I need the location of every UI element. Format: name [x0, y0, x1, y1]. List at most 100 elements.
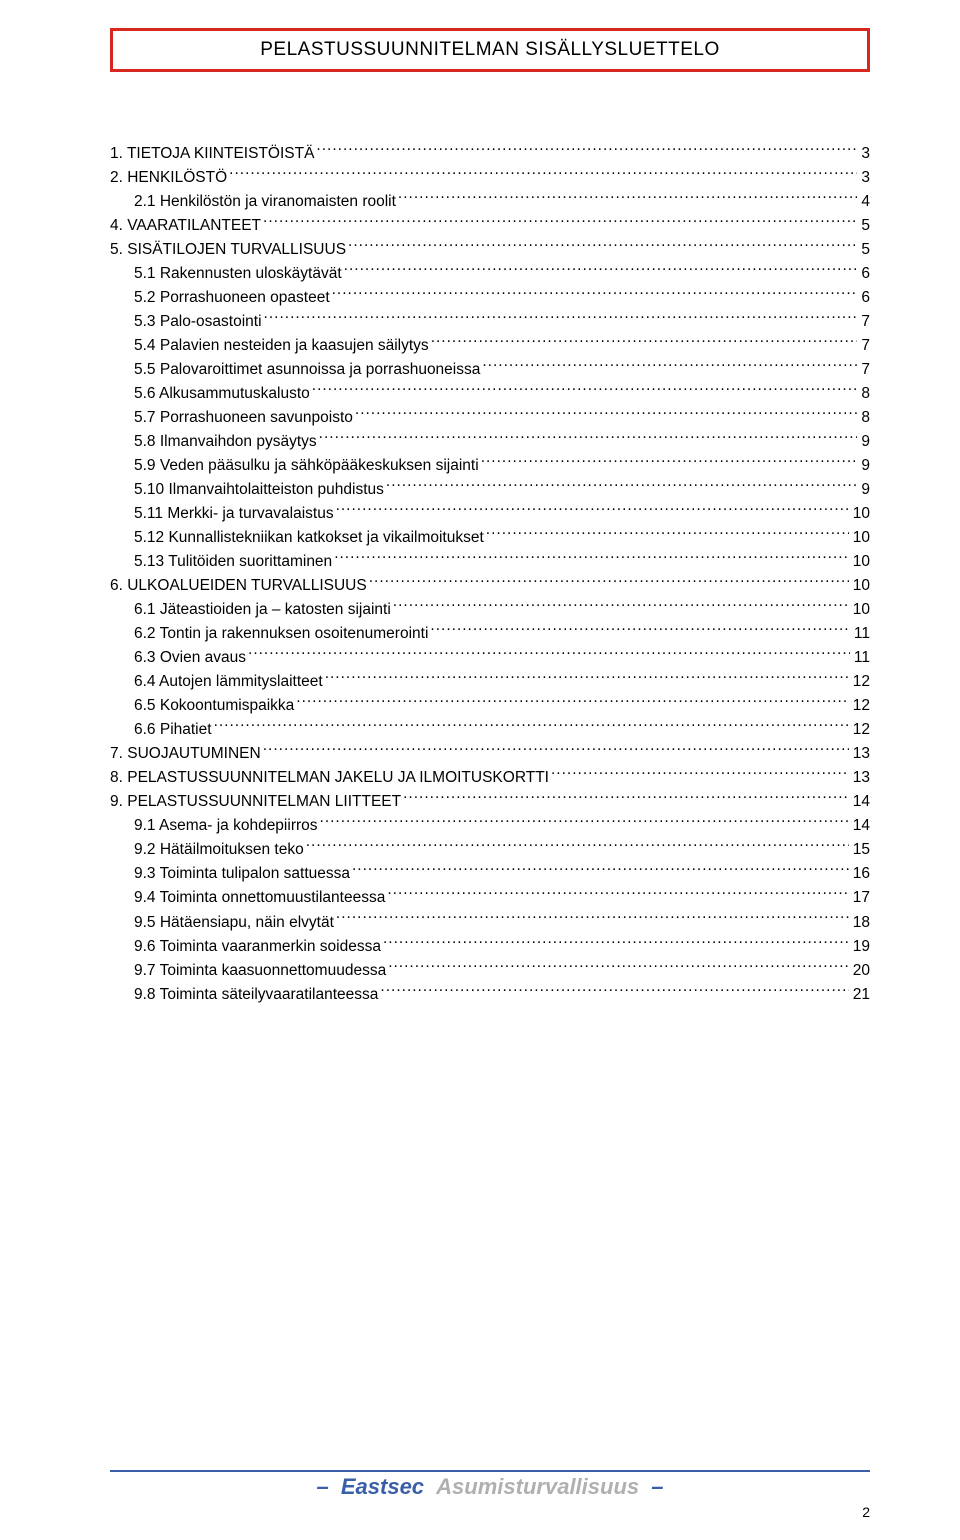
toc-page-number: 9 — [859, 430, 870, 454]
toc-row: 5.12 Kunnallistekniikan katkokset ja vik… — [110, 526, 870, 550]
toc-row: 9.3 Toiminta tulipalon sattuessa 16 — [110, 862, 870, 886]
toc-page-number: 13 — [851, 742, 870, 766]
document-page: PELASTUSSUUNNITELMAN SISÄLLYSLUETTELO 1.… — [0, 0, 960, 1540]
toc-page-number: 11 — [852, 622, 870, 646]
toc-label: 9.6 Toiminta vaaranmerkin soidessa — [134, 935, 381, 959]
toc-row: 5.13 Tulitöiden suorittaminen 10 — [110, 550, 870, 574]
toc-label: 5.4 Palavien nesteiden ja kaasujen säily… — [134, 334, 429, 358]
toc-label: 5.2 Porrashuoneen opasteet — [134, 286, 330, 310]
title-box: PELASTUSSUUNNITELMAN SISÄLLYSLUETTELO — [110, 28, 870, 72]
toc-page-number: 10 — [851, 502, 870, 526]
toc-row: 6.6 Pihatiet 12 — [110, 718, 870, 742]
toc-label: 5.13 Tulitöiden suorittaminen — [134, 550, 332, 574]
toc-label: 9.3 Toiminta tulipalon sattuessa — [134, 862, 350, 886]
toc-page-number: 10 — [851, 574, 870, 598]
toc-row: 1. TIETOJA KIINTEISTÖISTÄ 3 — [110, 142, 870, 166]
toc-leader-dots — [387, 887, 848, 903]
toc-row: 6.5 Kokoontumispaikka 12 — [110, 694, 870, 718]
toc-label: 5.3 Palo-osastointi — [134, 310, 262, 334]
toc-page-number: 19 — [851, 935, 870, 959]
toc-row: 6. ULKOALUEIDEN TURVALLISUUS 10 — [110, 574, 870, 598]
toc-label: 2. HENKILÖSTÖ — [110, 166, 227, 190]
toc-leader-dots — [481, 455, 858, 471]
toc-leader-dots — [369, 575, 849, 591]
toc-leader-dots — [332, 287, 858, 303]
toc-page-number: 12 — [851, 718, 870, 742]
brand-name-primary: Eastsec — [341, 1474, 424, 1499]
toc-leader-dots — [352, 863, 849, 879]
toc-page-number: 10 — [851, 550, 870, 574]
toc-label: 6. ULKOALUEIDEN TURVALLISUUS — [110, 574, 367, 598]
toc-page-number: 18 — [851, 911, 870, 935]
toc-leader-dots — [334, 551, 849, 567]
toc-label: 7. SUOJAUTUMINEN — [110, 742, 261, 766]
toc-leader-dots — [482, 359, 857, 375]
toc-row: 5.11 Merkki- ja turvavalaistus 10 — [110, 502, 870, 526]
brand-dash-right: – — [651, 1474, 663, 1499]
toc-page-number: 11 — [852, 646, 870, 670]
toc-leader-dots — [403, 791, 849, 807]
toc-row: 5.3 Palo-osastointi7 — [110, 310, 870, 334]
toc-leader-dots — [248, 647, 850, 663]
toc-row: 9.4 Toiminta onnettomuustilanteessa17 — [110, 886, 870, 910]
toc-label: 9.1 Asema- ja kohdepiirros — [134, 814, 318, 838]
toc-leader-dots — [344, 263, 858, 279]
brand-dash-left: – — [316, 1474, 328, 1499]
toc-page-number: 16 — [851, 862, 870, 886]
brand-name-secondary: Asumisturvallisuus — [436, 1474, 639, 1499]
toc-row: 4. VAARATILANTEET5 — [110, 214, 870, 238]
footer-brand: – Eastsec Asumisturvallisuus – — [110, 1474, 870, 1500]
toc-leader-dots — [306, 839, 849, 855]
toc-leader-dots — [348, 239, 857, 255]
toc-page-number: 3 — [859, 142, 870, 166]
toc-label: 5.11 Merkki- ja turvavalaistus — [134, 502, 334, 526]
toc-label: 6.6 Pihatiet — [134, 718, 212, 742]
toc-leader-dots — [380, 983, 848, 999]
toc-leader-dots — [214, 719, 849, 735]
toc-row: 5. SISÄTILOJEN TURVALLISUUS5 — [110, 238, 870, 262]
toc-label: 5. SISÄTILOJEN TURVALLISUUS — [110, 238, 346, 262]
toc-row: 9.8 Toiminta säteilyvaaratilanteessa21 — [110, 983, 870, 1007]
toc-row: 5.7 Porrashuoneen savunpoisto8 — [110, 406, 870, 430]
toc-row: 5.6 Alkusammutuskalusto8 — [110, 382, 870, 406]
toc-leader-dots — [264, 311, 858, 327]
toc-label: 5.10 Ilmanvaihtolaitteiston puhdistus — [134, 478, 384, 502]
toc-leader-dots — [355, 407, 857, 423]
toc-leader-dots — [431, 335, 858, 351]
toc-page-number: 9 — [859, 478, 870, 502]
toc-label: 6.4 Autojen lämmityslaitteet — [134, 670, 323, 694]
toc-page-number: 14 — [851, 790, 870, 814]
toc-row: 7. SUOJAUTUMINEN 13 — [110, 742, 870, 766]
toc-label: 1. TIETOJA KIINTEISTÖISTÄ — [110, 142, 314, 166]
toc-label: 9.4 Toiminta onnettomuustilanteessa — [134, 886, 385, 910]
toc-leader-dots — [486, 527, 849, 543]
toc-label: 9.7 Toiminta kaasuonnettomuudessa — [134, 959, 386, 983]
toc-label: 5.8 Ilmanvaihdon pysäytys — [134, 430, 317, 454]
toc-row: 5.10 Ilmanvaihtolaitteiston puhdistus 9 — [110, 478, 870, 502]
toc-page-number: 7 — [859, 334, 870, 358]
table-of-contents: 1. TIETOJA KIINTEISTÖISTÄ 32. HENKILÖSTÖ 3… — [110, 142, 870, 1007]
toc-leader-dots — [336, 503, 849, 519]
toc-page-number: 12 — [851, 694, 870, 718]
toc-row: 5.2 Porrashuoneen opasteet6 — [110, 286, 870, 310]
toc-page-number: 10 — [851, 598, 870, 622]
toc-page-number: 9 — [859, 454, 870, 478]
toc-label: 8. PELASTUSSUUNNITELMAN JAKELU JA ILMOIT… — [110, 766, 549, 790]
toc-row: 5.5 Palovaroittimet asunnoissa ja porras… — [110, 358, 870, 382]
toc-row: 6.3 Ovien avaus11 — [110, 646, 870, 670]
toc-page-number: 10 — [851, 526, 870, 550]
toc-leader-dots — [336, 911, 849, 927]
toc-label: 9.2 Hätäilmoituksen teko — [134, 838, 304, 862]
toc-label: 5.12 Kunnallistekniikan katkokset ja vik… — [134, 526, 484, 550]
toc-row: 8. PELASTUSSUUNNITELMAN JAKELU JA ILMOIT… — [110, 766, 870, 790]
toc-label: 6.5 Kokoontumispaikka — [134, 694, 294, 718]
toc-leader-dots — [325, 671, 849, 687]
toc-label: 5.6 Alkusammutuskalusto — [134, 382, 310, 406]
toc-label: 5.5 Palovaroittimet asunnoissa ja porras… — [134, 358, 480, 382]
toc-label: 5.9 Veden pääsulku ja sähköpääkeskuksen … — [134, 454, 479, 478]
toc-leader-dots — [263, 743, 849, 759]
toc-leader-dots — [386, 479, 857, 495]
toc-page-number: 21 — [851, 983, 870, 1007]
document-title: PELASTUSSUUNNITELMAN SISÄLLYSLUETTELO — [260, 39, 720, 60]
toc-leader-dots — [312, 383, 858, 399]
